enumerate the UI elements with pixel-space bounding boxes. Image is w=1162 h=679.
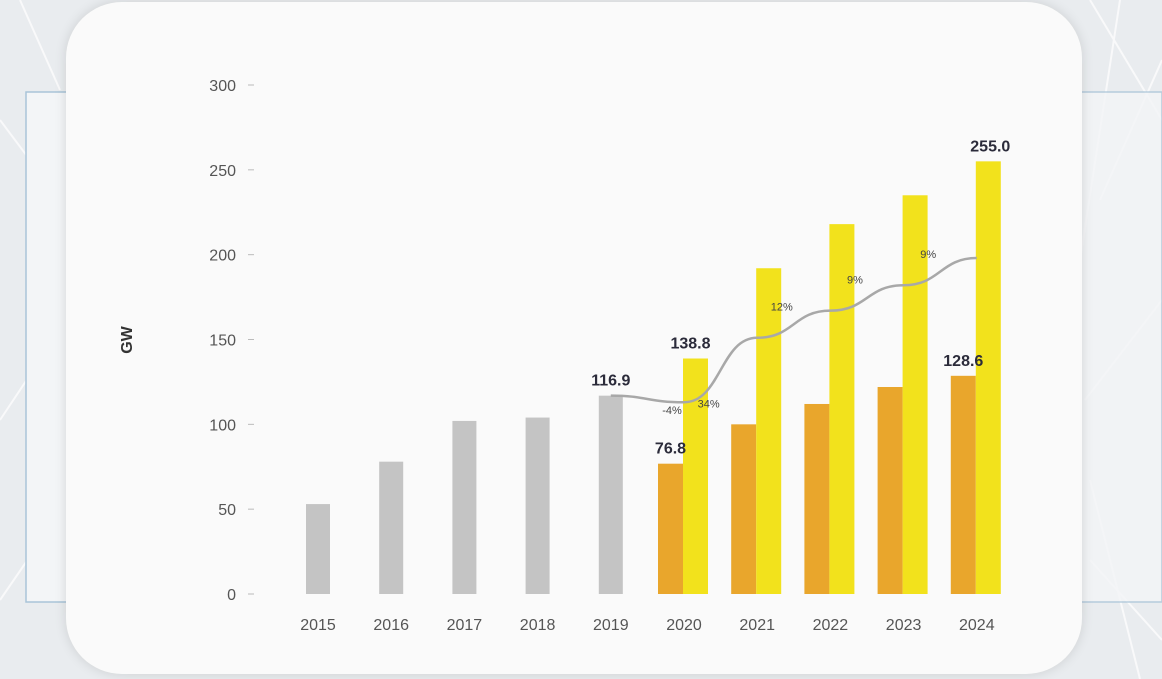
bar-orange-2023 (877, 387, 903, 594)
growth-rate-label: 12% (771, 302, 793, 314)
bar-yellow-2022 (829, 224, 855, 595)
x-tick-label: 2016 (373, 617, 409, 634)
bar-orange-2024 (950, 375, 976, 594)
bar-yellow-2020 (683, 358, 708, 594)
growth-rate-label: -4% (662, 405, 682, 417)
x-tick-label: 2019 (593, 617, 629, 634)
growth-rate-label: 34% (698, 398, 720, 410)
bar-orange-2020 (658, 463, 683, 594)
y-tick-label: 150 (209, 333, 236, 350)
growth-line (610, 256, 977, 404)
y-tick-label: 250 (209, 163, 236, 180)
bar-yellow-2023 (902, 195, 928, 595)
y-axis-label: GW (119, 325, 136, 353)
y-tick-label: 100 (209, 417, 236, 434)
x-tick-label: 2022 (813, 617, 849, 634)
x-tick-label: 2018 (520, 617, 556, 634)
x-tick-label: 2020 (666, 617, 702, 634)
bar-2016 (379, 461, 404, 594)
bar-2017 (452, 420, 477, 594)
growth-rate-label: 9% (847, 275, 863, 287)
data-label: 116.9 (591, 373, 630, 390)
x-tick-label: 2017 (447, 617, 483, 634)
data-label: 138.8 (670, 336, 710, 353)
y-tick-label: 0 (227, 587, 236, 604)
data-label: 128.6 (943, 353, 983, 370)
x-tick-label: 2024 (959, 617, 995, 634)
y-tick-label: 300 (209, 78, 236, 95)
bar-2019 (598, 395, 623, 594)
bar-2018 (525, 417, 550, 594)
x-tick-label: 2023 (886, 617, 922, 634)
data-label: 255.0 (970, 138, 1010, 155)
x-tick-label: 2021 (739, 617, 775, 634)
bar-yellow-2021 (756, 268, 782, 594)
bar-orange-2021 (731, 424, 757, 594)
bar-2015 (306, 504, 330, 594)
y-tick-label: 200 (209, 248, 236, 265)
y-tick-label: 50 (218, 502, 236, 519)
data-label: 76.8 (655, 441, 686, 458)
growth-rate-label: 9% (920, 249, 936, 261)
bar-yellow-2024 (975, 161, 1001, 594)
bar-orange-2022 (804, 403, 830, 594)
x-tick-label: 2015 (300, 617, 336, 634)
